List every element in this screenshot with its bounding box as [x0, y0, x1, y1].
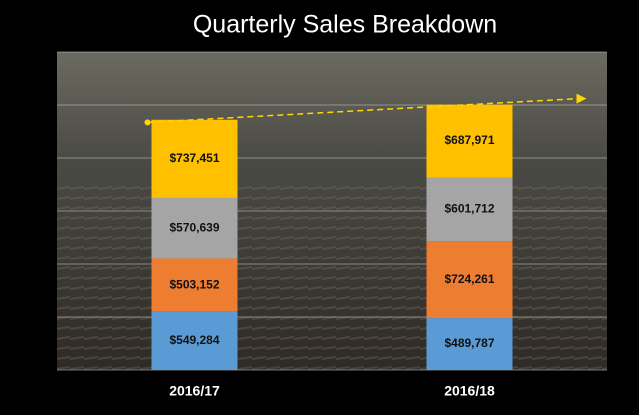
value-label: $737,451 [169, 151, 219, 165]
trend-line [147, 97, 578, 124]
bar-segment [151, 258, 238, 312]
value-label: $724,261 [444, 272, 494, 286]
x-tick-label: 2016/18 [444, 383, 495, 399]
value-label: $687,971 [444, 133, 494, 147]
bar-segment [426, 104, 513, 178]
value-label: $601,712 [444, 202, 494, 216]
bar-segment [426, 318, 513, 370]
bar-segment [151, 119, 238, 198]
value-label: $503,152 [169, 277, 219, 291]
x-tick-label: 2016/17 [169, 383, 220, 399]
value-label: $570,639 [169, 220, 219, 234]
value-label: $489,787 [444, 336, 494, 350]
value-label: $549,284 [169, 333, 219, 347]
chart-title: Quarterly Sales Breakdown [193, 11, 497, 39]
bar-segment [151, 197, 238, 259]
trend-start [144, 119, 151, 126]
trend-arrow [576, 93, 587, 104]
bar-segment [151, 311, 238, 370]
bar-segment [426, 177, 513, 242]
bar-segment [426, 241, 513, 319]
plot-texture [57, 180, 607, 370]
